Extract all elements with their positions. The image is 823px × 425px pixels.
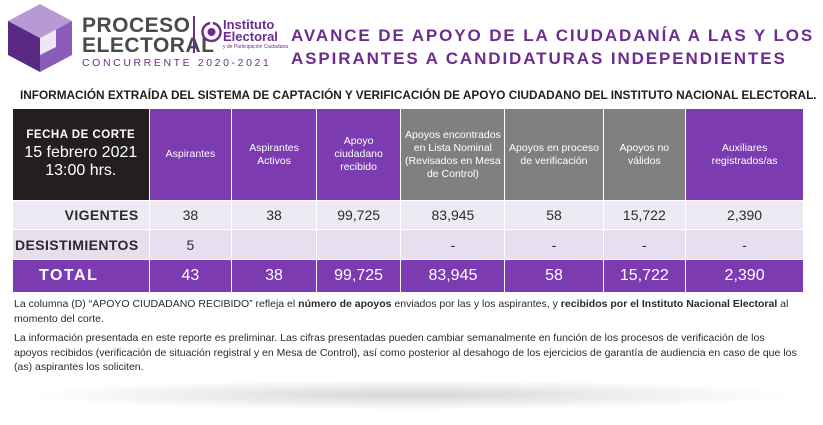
table-cell: 83,945 <box>400 200 506 230</box>
table-cell: 99,725 <box>315 259 402 293</box>
header-aspirantes: Aspirantes <box>148 108 233 201</box>
footnote-text: al momento del corte. <box>14 298 789 325</box>
table-cell: - <box>602 229 687 260</box>
table-cell: 43 <box>148 259 233 293</box>
table-cell: 15,722 <box>602 200 687 230</box>
table-cell: 99,725 <box>315 200 402 230</box>
page-title: AVANCE DE APOYO DE LA CIUDADANÍA A LAS Y… <box>291 24 815 70</box>
table-cell: 38 <box>148 200 233 230</box>
institute-name-small: y de Participación Ciudadana <box>223 44 289 50</box>
header-apoyo-recibido: Apoyo ciudadano recibido <box>315 108 402 201</box>
cube-logo-icon <box>8 4 72 72</box>
cutoff-label: FECHA DE CORTE <box>26 129 136 141</box>
institute-logo-text: Instituto Electoral y de Participación C… <box>223 17 289 50</box>
table-cell: 83,945 <box>400 259 506 293</box>
table-cell: 38 <box>231 200 317 230</box>
row-label-vigentes: VIGENTES <box>12 200 150 230</box>
table-cell: 15,722 <box>602 259 687 293</box>
table-cell: 2,390 <box>685 200 804 230</box>
table-cell: 58 <box>504 200 604 230</box>
footnote-text: enviados por las y los aspirantes, y <box>391 298 561 310</box>
page-subtitle: INFORMACIÓN EXTRAÍDA DEL SISTEMA DE CAPT… <box>20 88 817 102</box>
footnote-preliminary: La información presentada en este report… <box>14 332 797 373</box>
institute-emblem-icon <box>201 21 222 43</box>
header-auxiliares: Auxiliares registrados/as <box>685 108 804 201</box>
cutoff-date: 15 febrero 2021 <box>24 144 138 161</box>
logo-subtitle: CONCURRENTE 2020-2021 <box>82 57 272 69</box>
header-en-verificacion: Apoyos en proceso de verificación <box>504 108 604 201</box>
footnote-text: La columna (D) “APOYO CIUDADANO RECIBIDO… <box>14 298 299 310</box>
header-aspirantes-activos: Aspirantes Activos <box>231 108 317 201</box>
institute-name-2: Electoral <box>223 29 278 44</box>
footnote-emphasis: número de apoyos <box>298 298 392 310</box>
table-cell: - <box>504 229 604 260</box>
cutoff-date-cell: FECHA DE CORTE 15 febrero 2021 13:00 hrs… <box>12 108 150 201</box>
table-cell: 5 <box>148 229 233 260</box>
logo-divider <box>193 16 195 53</box>
title-line-2: ASPIRANTES A CANDIDATURAS INDEPENDIENTES <box>291 49 787 68</box>
logo-line-1: PROCESO <box>82 14 191 37</box>
table-cell: 58 <box>504 259 604 293</box>
table-header-row: FECHA DE CORTE 15 febrero 2021 13:00 hrs… <box>12 108 804 201</box>
table-cell <box>231 229 317 260</box>
table-row-vigentes: VIGENTES 38 38 99,725 83,945 58 15,722 2… <box>12 200 804 230</box>
logo-line-2: ELECTORAL <box>82 34 215 57</box>
page-header: PROCESO ELECTORAL CONCURRENTE 2020-2021 … <box>0 0 823 82</box>
table-cell: 2,390 <box>685 259 804 293</box>
header-no-validos: Apoyos no válidos <box>602 108 687 201</box>
process-logo-text: PROCESO ELECTORAL <box>82 14 215 57</box>
institute-name-1: Instituto <box>223 17 275 32</box>
cutoff-time: 13:00 hrs. <box>45 162 117 179</box>
row-label-desistimientos: DESISTIMIENTOS <box>12 229 150 260</box>
table-cell <box>315 229 402 260</box>
title-line-1: AVANCE DE APOYO DE LA CIUDADANÍA A LAS Y… <box>291 26 815 45</box>
table-cell: - <box>400 229 506 260</box>
table-cell: 38 <box>231 259 317 293</box>
footnote-emphasis: recibidos por el Instituto Nacional Elec… <box>560 298 778 310</box>
support-table: FECHA DE CORTE 15 febrero 2021 13:00 hrs… <box>12 108 804 293</box>
footnote-column-d: La columna (D) “APOYO CIUDADANO RECIBIDO… <box>14 297 800 326</box>
footnotes: La columna (D) “APOYO CIUDADANO RECIBIDO… <box>14 297 800 380</box>
table-row-total: TOTAL 43 38 99,725 83,945 58 15,722 2,39… <box>12 259 804 293</box>
header-lista-nominal: Apoyos encontrados en Lista Nominal (Rev… <box>400 108 506 201</box>
row-label-total: TOTAL <box>12 259 150 293</box>
table-cell: - <box>685 229 804 260</box>
bottom-shadow <box>30 380 790 410</box>
table-row-desistimientos: DESISTIMIENTOS 5 - - - - <box>12 229 804 260</box>
